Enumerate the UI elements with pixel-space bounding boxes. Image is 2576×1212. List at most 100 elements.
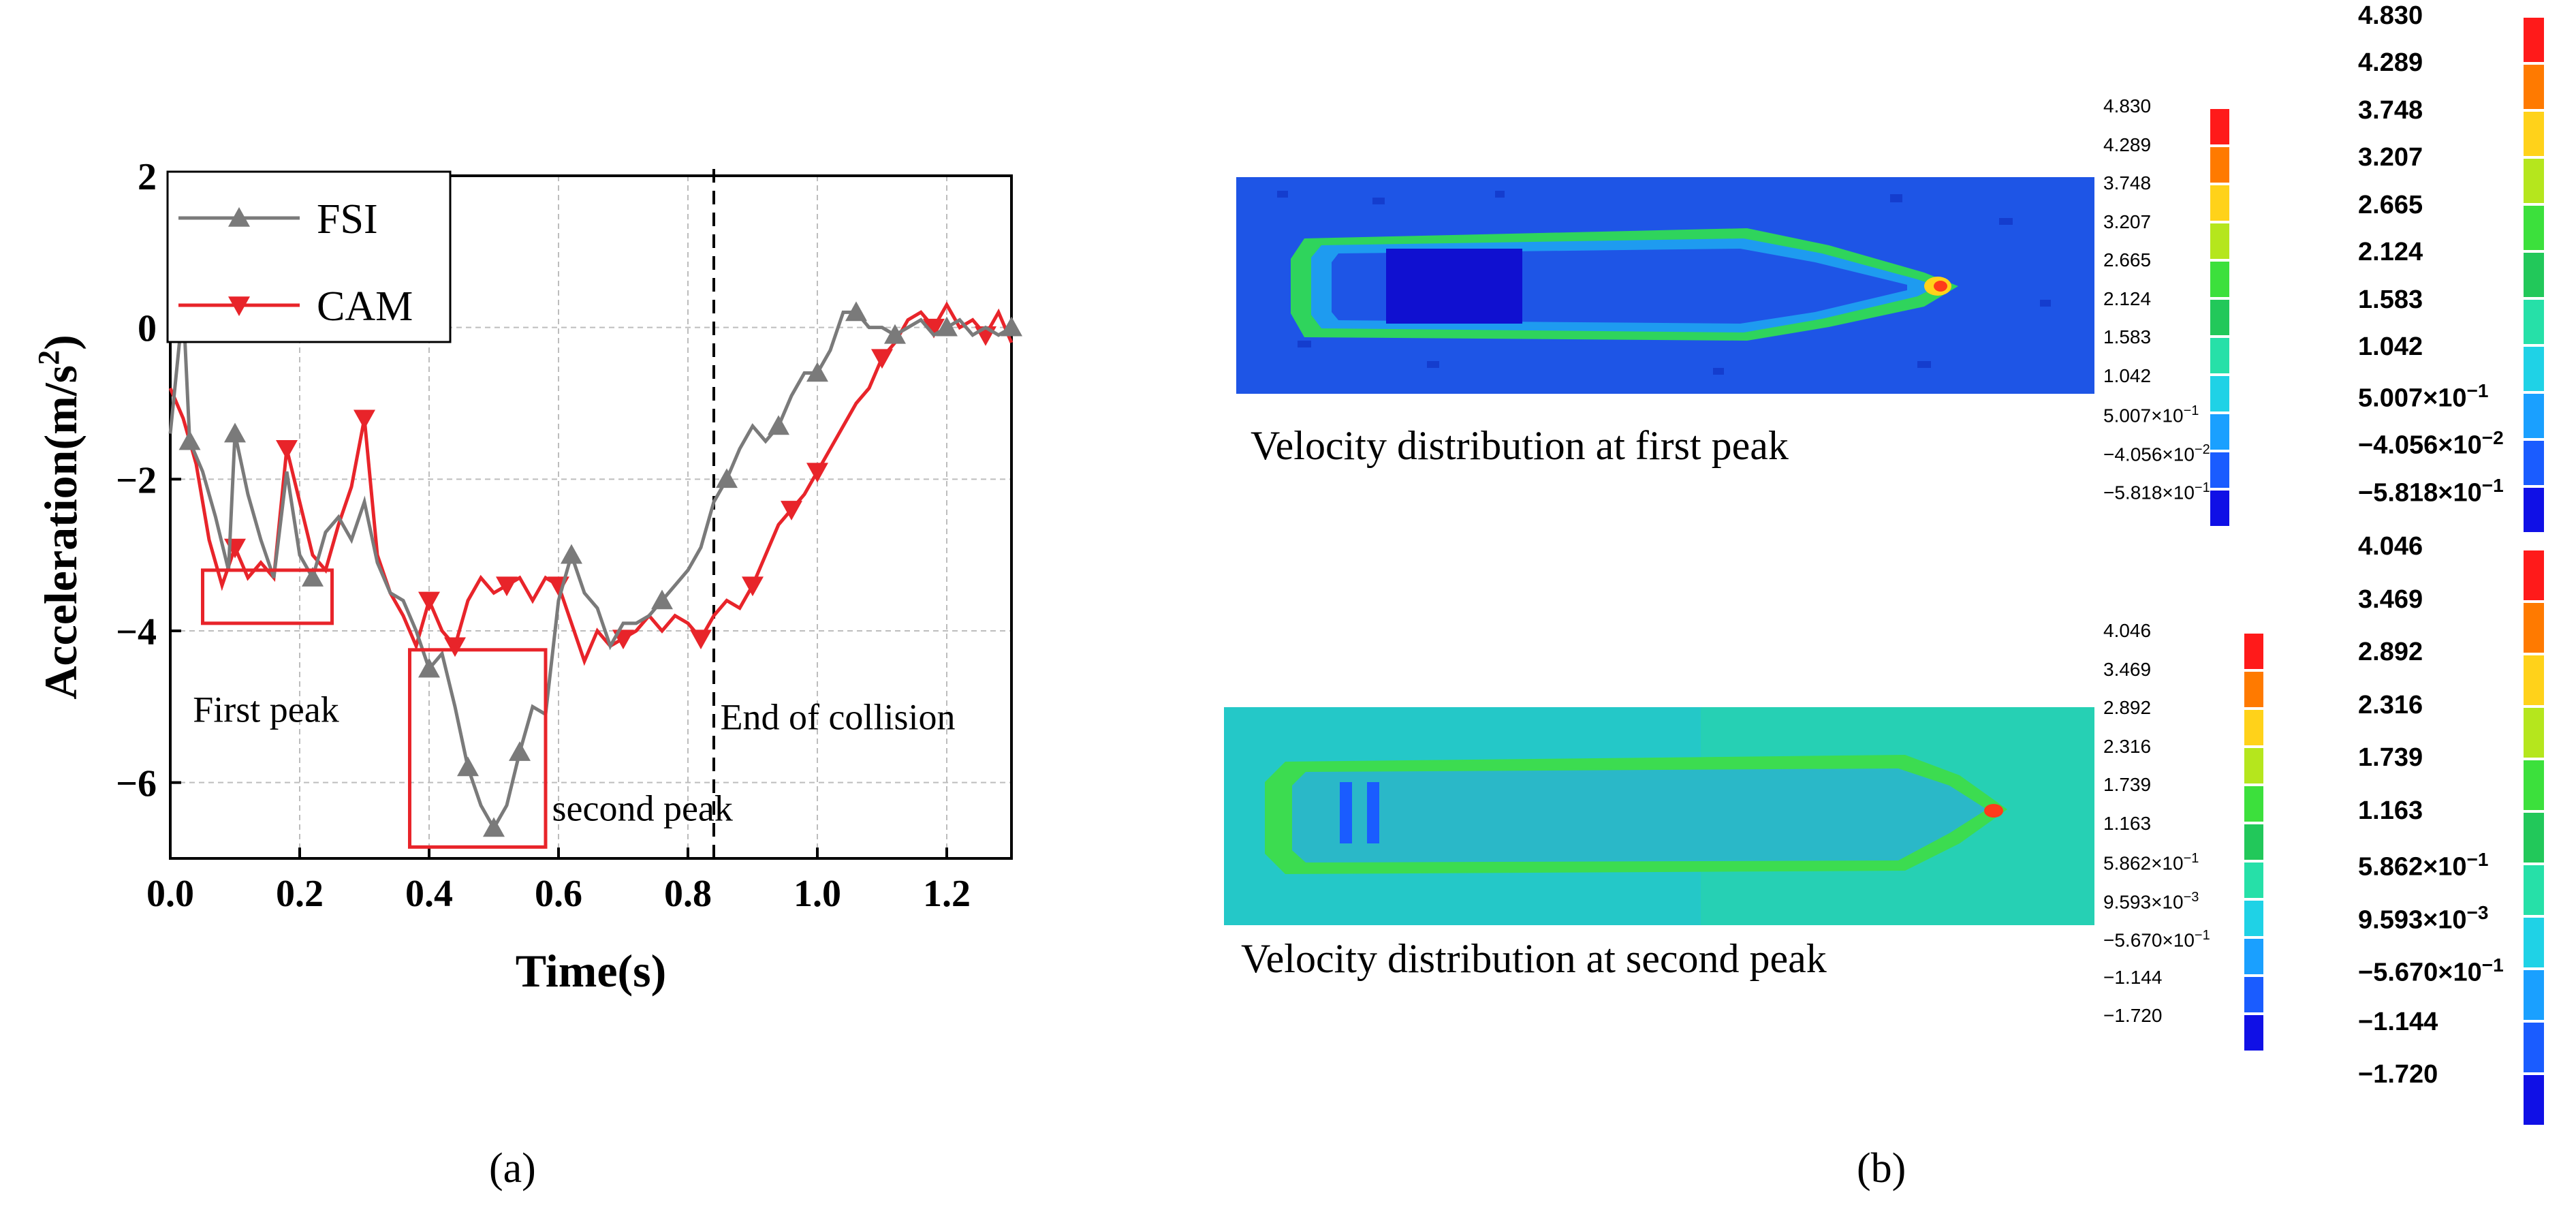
colorbar-tick-label: 1.163 bbox=[2358, 796, 2423, 825]
colorbar-tick-label: 2.124 bbox=[2358, 238, 2423, 267]
data-point-fsi bbox=[561, 544, 582, 564]
data-point-fsi bbox=[457, 756, 479, 777]
data-point-cam bbox=[276, 440, 298, 460]
annotation: First peak bbox=[193, 689, 339, 730]
colorbar-tick-label: 1.042 bbox=[2103, 364, 2152, 386]
colorbar-tick-label: 2.665 bbox=[2103, 249, 2152, 271]
x-tick-label: 0.0 bbox=[146, 873, 194, 915]
colorbar-segment bbox=[2244, 634, 2263, 669]
velocity-contour-first-peak bbox=[1236, 177, 2094, 394]
colorbar-segment bbox=[2210, 109, 2229, 144]
colorbar-segment bbox=[2524, 813, 2544, 863]
colorbar-segment bbox=[2524, 300, 2544, 344]
colorbar-segment bbox=[2524, 206, 2544, 250]
colorbar-segment bbox=[2524, 918, 2544, 967]
colorbar-tick-label: 5.007×10−1 bbox=[2103, 403, 2199, 426]
data-point-cam bbox=[806, 463, 828, 483]
colorbar-segment bbox=[2210, 262, 2229, 297]
velocity-contour-second-peak bbox=[1224, 707, 2094, 925]
colorbar-tick-label: 4.289 bbox=[2358, 48, 2423, 78]
colorbar-tick-label: −1.144 bbox=[2358, 1007, 2438, 1036]
x-tick-label: 1.2 bbox=[923, 873, 971, 915]
data-point-fsi bbox=[768, 415, 789, 435]
series-line-cam bbox=[168, 301, 1014, 666]
y-axis-label: Acceleration(m/s2) bbox=[32, 335, 87, 700]
colorbar-segment bbox=[2524, 760, 2544, 810]
colorbar-tick-label: 2.316 bbox=[2358, 690, 2423, 719]
colorbar-tick-label: −1.144 bbox=[2103, 966, 2163, 988]
panel-label-a: (a) bbox=[489, 1145, 536, 1192]
colorbar-segment bbox=[2524, 394, 2544, 438]
colorbar-segment bbox=[2524, 65, 2544, 109]
colorbar-tick-label: 5.862×10−1 bbox=[2358, 849, 2489, 882]
colorbar-tick-label: 3.207 bbox=[2103, 211, 2152, 232]
colorbar-tick-label: −5.670×10−1 bbox=[2103, 928, 2210, 951]
colorbar-segment bbox=[2210, 300, 2229, 335]
annotation: second peak bbox=[552, 788, 733, 828]
x-tick-label: 0.2 bbox=[276, 873, 324, 915]
y-tick-label: −4 bbox=[116, 611, 157, 653]
colorbar-tick-label: 3.748 bbox=[2358, 95, 2423, 125]
colorbar-segment bbox=[2524, 1023, 2544, 1072]
y-tick-label: 2 bbox=[138, 156, 157, 198]
colorbar-tick-label: 4.046 bbox=[2103, 620, 2152, 642]
panel-label-b: (b) bbox=[1857, 1145, 1906, 1192]
legend-label-cam: CAM bbox=[317, 283, 413, 330]
colorbar-segment bbox=[2244, 748, 2263, 783]
colorbar-tick-label: −5.818×10−1 bbox=[2103, 480, 2210, 503]
data-point-fsi bbox=[806, 362, 828, 382]
colorbar-tick-label: 1.583 bbox=[2103, 326, 2152, 348]
colorbar-segment bbox=[2210, 491, 2229, 526]
colorbar-segment bbox=[2524, 603, 2544, 653]
data-point-fsi bbox=[936, 316, 958, 337]
colorbar-tick-label: 5.862×10−1 bbox=[2103, 851, 2199, 874]
colorbar-segment bbox=[2244, 901, 2263, 936]
colorbar-segment bbox=[2244, 1015, 2263, 1051]
colorbar-segment bbox=[2524, 112, 2544, 156]
data-point-fsi bbox=[1001, 316, 1022, 337]
data-point-cam bbox=[444, 637, 466, 657]
colorbar-segment bbox=[2244, 977, 2263, 1012]
series-line-fsi bbox=[168, 305, 1013, 832]
colorbar-segment bbox=[2244, 672, 2263, 707]
colorbar-segment bbox=[2524, 441, 2544, 485]
x-axis-label: Time(s) bbox=[516, 945, 667, 997]
colorbar-segment bbox=[2524, 488, 2544, 532]
colorbar-segment bbox=[2244, 863, 2263, 898]
colorbar-tick-label: 3.469 bbox=[2103, 658, 2152, 680]
colorbar-segment bbox=[2210, 338, 2229, 373]
colorbar-tick-label: 2.892 bbox=[2358, 638, 2423, 667]
colorbar-segment bbox=[2210, 452, 2229, 488]
colorbar-segment bbox=[2210, 376, 2229, 411]
colorbar-segment bbox=[2524, 18, 2544, 62]
colorbar-tick-label: 2.316 bbox=[2103, 735, 2152, 757]
y-tick-label: 0 bbox=[138, 308, 157, 350]
colorbar-segment bbox=[2524, 708, 2544, 758]
data-point-fsi bbox=[178, 430, 201, 450]
colorbar-tick-label: 3.207 bbox=[2358, 143, 2423, 172]
colorbar-tick-label: 2.892 bbox=[2103, 697, 2152, 719]
peak-box bbox=[201, 568, 334, 625]
colorbar-segment bbox=[2524, 253, 2544, 297]
colorbar-tick-label: −5.818×10−1 bbox=[2358, 474, 2504, 508]
colorbar-tick-label: 4.830 bbox=[2358, 1, 2423, 30]
colorbar-tick-label: 4.289 bbox=[2103, 134, 2152, 155]
colorbar-tick-label: 3.748 bbox=[2103, 172, 2152, 194]
colorbar-tick-label: 3.469 bbox=[2358, 585, 2423, 614]
data-point-fsi bbox=[716, 468, 738, 488]
colorbar-segment bbox=[2210, 414, 2229, 450]
colorbar-tick-label: −4.056×10−2 bbox=[2103, 441, 2210, 465]
colorbar-segment bbox=[2524, 655, 2544, 705]
data-point-cam bbox=[224, 538, 246, 559]
plot-frame bbox=[169, 174, 1013, 860]
data-point-cam bbox=[418, 591, 440, 612]
x-tick-label: 0.8 bbox=[664, 873, 712, 915]
data-point-cam bbox=[742, 576, 764, 597]
colorbar-tick-label: 1.739 bbox=[2103, 774, 2152, 796]
data-point-fsi bbox=[884, 324, 906, 344]
legend-marker-fsi bbox=[228, 207, 250, 227]
colorbar-segment bbox=[2210, 185, 2229, 221]
colorbar-tick-label: −5.670×10−1 bbox=[2358, 954, 2504, 987]
